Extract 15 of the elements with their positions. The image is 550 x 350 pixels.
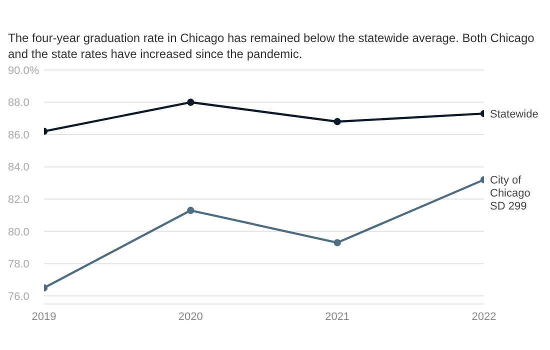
series-label: City of Chicago SD 299 <box>490 174 530 213</box>
series-label: Statewide <box>490 108 538 121</box>
y-tick-label: 76.0 <box>8 290 30 303</box>
x-tick-label: 2020 <box>178 310 203 323</box>
y-tick-label: 80.0 <box>8 226 30 238</box>
x-tick-label: 2022 <box>472 310 496 323</box>
y-tick-label: 84.0 <box>8 162 30 174</box>
y-tick-label: 86.0 <box>8 129 30 142</box>
y-tick-label: 78.0 <box>8 258 30 271</box>
y-tick-label: 90.0% <box>8 64 40 77</box>
y-tick-label: 88.0 <box>8 97 30 110</box>
chart-subtitle: The four-year graduation rate in Chicago has remained below the statewide average. Both Chicago and the state rates have increased since the pandemic. <box>8 30 536 62</box>
y-tick-label: 82.0 <box>8 194 30 206</box>
x-tick-label: 2021 <box>325 310 350 323</box>
x-tick-label: 2019 <box>32 310 56 323</box>
